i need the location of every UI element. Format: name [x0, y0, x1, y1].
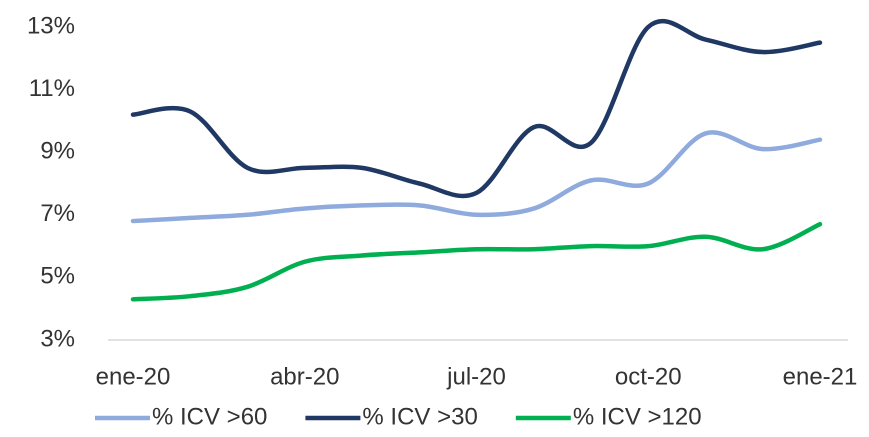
- series-line: [130, 221, 823, 302]
- series-line: [130, 18, 823, 199]
- y-tick-label: 13%: [27, 12, 75, 39]
- x-tick-label: abr-20: [270, 363, 339, 390]
- series-line: [130, 130, 823, 224]
- y-tick-label: 5%: [40, 263, 75, 290]
- x-tick-label: oct-20: [615, 363, 682, 390]
- y-tick-label: 9%: [40, 138, 75, 165]
- legend-label: % ICV >60: [152, 403, 267, 430]
- legend-label: % ICV >120: [573, 403, 702, 430]
- legend-label: % ICV >30: [362, 403, 477, 430]
- x-tick-label: ene-20: [96, 363, 171, 390]
- x-tick-label: jul-20: [446, 363, 506, 390]
- y-tick-label: 7%: [40, 200, 75, 227]
- y-tick-label: 11%: [29, 75, 75, 102]
- x-tick-label: ene-21: [783, 363, 858, 390]
- y-tick-label: 3%: [40, 325, 75, 352]
